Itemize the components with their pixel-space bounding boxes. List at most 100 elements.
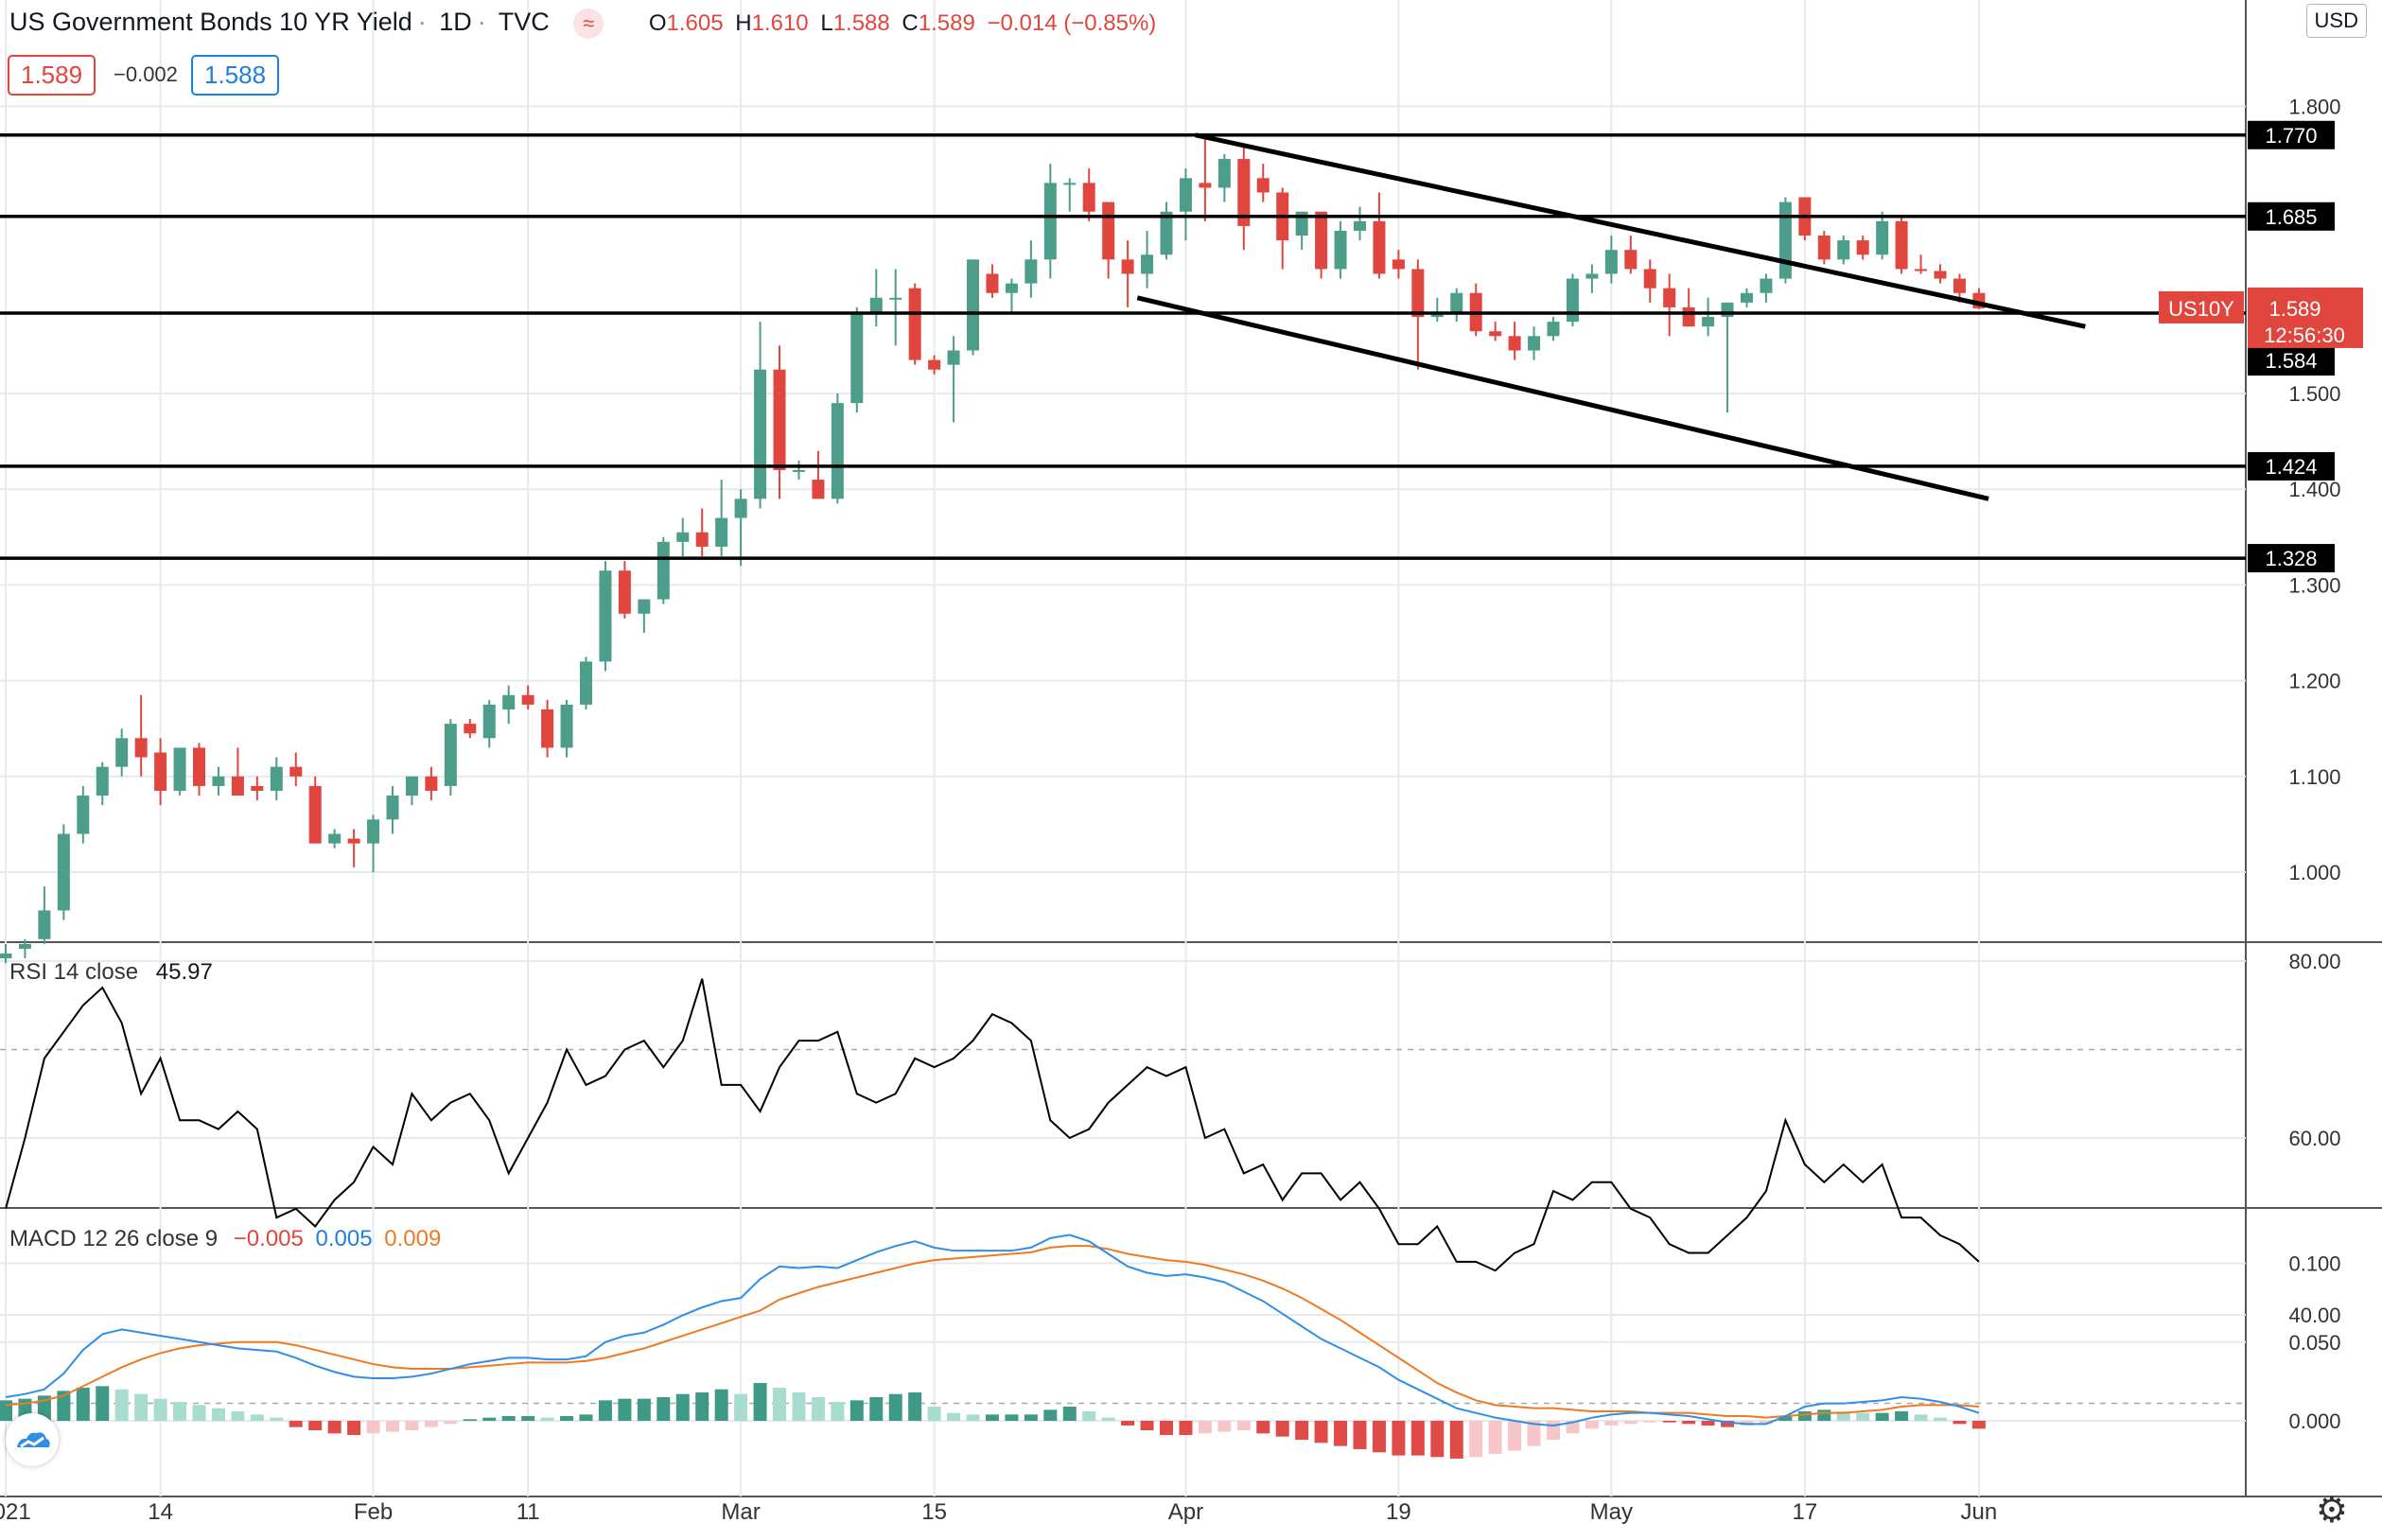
candle — [1837, 236, 1850, 265]
candle-body — [1953, 278, 1966, 293]
level-label: 1.685 — [2265, 205, 2317, 229]
candle — [618, 561, 631, 619]
macd-histogram-bar — [618, 1398, 632, 1421]
candle-body — [134, 738, 148, 758]
candle — [502, 685, 516, 725]
macd-histogram-bar — [1488, 1421, 1502, 1454]
candle-body — [695, 532, 709, 547]
macd-histogram-bar — [657, 1397, 671, 1421]
interval-label[interactable]: 1D — [439, 8, 472, 36]
candle — [1430, 297, 1444, 323]
candle — [1102, 201, 1115, 279]
candle-body — [618, 570, 631, 614]
macd-histogram-bar — [1797, 1411, 1812, 1421]
candle — [482, 699, 496, 748]
price-tick-label: 1.000 — [2288, 861, 2340, 884]
candle-body — [173, 747, 186, 791]
macd-histogram-bar — [1895, 1411, 1909, 1421]
candle-body — [1856, 240, 1869, 255]
candle-body — [1721, 302, 1734, 318]
candle-body — [1063, 183, 1077, 185]
level-label-box — [2248, 451, 2335, 481]
candle — [38, 886, 51, 944]
source-label: TVC — [498, 8, 550, 36]
candle-body — [1160, 211, 1173, 255]
candle — [1528, 326, 1541, 360]
macd-histogram-bar — [1585, 1421, 1599, 1429]
candle-body — [1315, 211, 1328, 270]
macd-histogram-bar — [598, 1400, 612, 1421]
candle-body — [18, 943, 31, 949]
settings-gear-icon[interactable]: ⚙ — [2315, 1491, 2348, 1531]
chart-legend-header: US Government Bonds 10 YR Yield · 1D · TVC… — [9, 8, 1167, 39]
rsi-line — [5, 978, 1980, 1272]
macd-histogram-bar — [1353, 1421, 1367, 1449]
symbol-title[interactable]: US Government Bonds 10 YR Yield — [9, 8, 412, 36]
macd-histogram-bar — [173, 1402, 187, 1421]
macd-histogram-bar — [1759, 1421, 1773, 1425]
candle — [77, 785, 90, 844]
macd-histogram-bar — [1778, 1416, 1793, 1421]
sell-price-button[interactable]: 1.589 — [8, 55, 96, 96]
candle-body — [773, 369, 786, 470]
candle — [96, 761, 109, 806]
macd-histogram-bar — [831, 1402, 845, 1421]
candle — [1005, 278, 1018, 312]
currency-badge[interactable]: USD — [2305, 4, 2367, 38]
macd-histogram-bar — [1043, 1409, 1058, 1421]
macd-histogram-bar — [347, 1421, 361, 1435]
candle-body — [1566, 278, 1579, 323]
candle-body — [38, 910, 51, 939]
candle-body — [386, 796, 399, 820]
candle-body — [560, 704, 573, 748]
candle-body — [715, 517, 728, 547]
macd-label: MACD 12 26 close 9 — [9, 1226, 219, 1251]
candle-body — [1876, 220, 1889, 255]
candle — [928, 355, 941, 375]
macd-histogram-bar — [1392, 1421, 1406, 1456]
macd-tick-label: 0.100 — [2288, 1252, 2340, 1276]
candle — [1663, 273, 1676, 337]
macd-histogram-bar — [1275, 1421, 1289, 1437]
rsi-value: 45.97 — [155, 959, 213, 985]
price-tick-label: 1.500 — [2288, 382, 2340, 406]
candle — [657, 536, 670, 604]
candle — [1624, 236, 1638, 274]
macd-histogram-bar — [231, 1411, 245, 1421]
candle — [1721, 302, 1734, 413]
candle-body — [1604, 250, 1618, 274]
macd-histogram-bar — [1469, 1421, 1483, 1458]
macd-histogram-bar — [1971, 1421, 1986, 1429]
symbol-tag-box — [2159, 290, 2244, 324]
macd-histogram-bar — [501, 1416, 516, 1421]
tradingview-logo-icon[interactable] — [6, 1413, 59, 1466]
candle — [270, 757, 283, 801]
macd-histogram-bar — [734, 1393, 748, 1421]
macd-histogram-bar — [76, 1388, 90, 1421]
trendline — [1195, 132, 2086, 329]
macd-histogram-bar — [1836, 1411, 1850, 1421]
candle — [1547, 317, 1560, 341]
candle — [715, 480, 728, 557]
candle — [1334, 220, 1347, 279]
macd-histogram-bar — [966, 1414, 980, 1421]
macd-histogram-bar — [250, 1414, 264, 1421]
candle — [986, 264, 999, 298]
macd-histogram-bar — [114, 1389, 129, 1421]
candle — [754, 322, 767, 509]
buy-price-button[interactable]: 1.588 — [191, 55, 280, 96]
macd-histogram-bar — [57, 1391, 71, 1421]
macd-histogram-bar — [792, 1392, 806, 1421]
macd-histogram-bar — [1217, 1421, 1232, 1432]
level-label-box — [2248, 120, 2335, 149]
macd-histogram-bar — [1372, 1421, 1386, 1453]
macd-histogram-bar — [888, 1393, 902, 1421]
macd-histogram-bar — [1953, 1421, 1967, 1425]
candle — [57, 824, 70, 920]
candle-body — [328, 833, 342, 844]
candle — [560, 699, 573, 758]
macd-legend: MACD 12 26 close 9 −0.005 0.005 0.009 — [9, 1226, 441, 1252]
level-label-box — [2248, 201, 2335, 231]
rsi-label: RSI 14 close — [9, 959, 139, 985]
